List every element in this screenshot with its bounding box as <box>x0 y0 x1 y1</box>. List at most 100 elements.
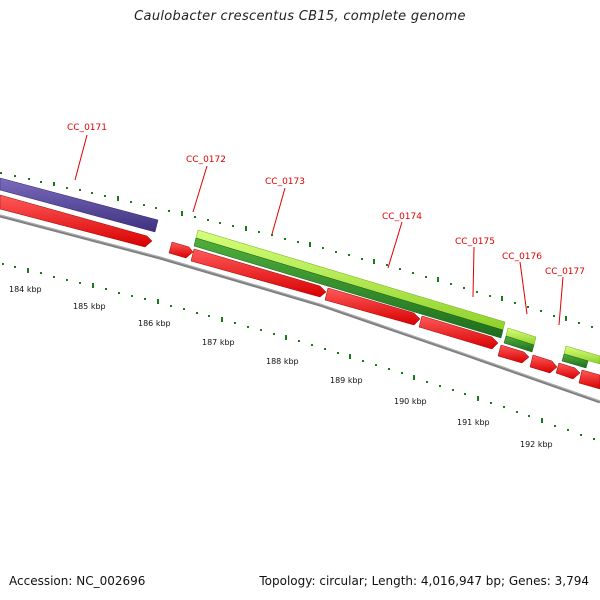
tick-mark <box>412 272 414 274</box>
tick-mark <box>260 329 262 331</box>
cds-feature-cc0174[interactable] <box>324 287 421 326</box>
tick-mark <box>593 438 595 440</box>
gene-feature-cc0177-light[interactable] <box>563 345 600 365</box>
tick-mark <box>144 298 146 300</box>
tick-mark <box>580 434 582 436</box>
tick-mark <box>297 241 299 243</box>
tick-mark-major <box>541 418 543 423</box>
gene-labels: CC_0171 CC_0172 CC_0173 CC_0174 CC_0175 … <box>67 123 585 277</box>
tick-mark-major <box>373 259 375 264</box>
tick-mark <box>464 393 466 395</box>
tick-mark-major <box>309 242 311 247</box>
gene-feature-cc0171[interactable] <box>0 177 159 233</box>
genome-stats-text: Topology: circular; Length: 4,016,947 bp… <box>259 574 589 588</box>
tick-mark <box>0 172 2 174</box>
leader-line <box>472 246 475 298</box>
tick-mark-major <box>53 182 55 186</box>
tick-mark <box>362 360 364 362</box>
tick-mark <box>40 272 42 274</box>
leader-line <box>192 165 208 213</box>
tick-mark <box>28 178 30 180</box>
tick-mark <box>450 283 452 285</box>
tick-mark <box>130 201 132 203</box>
tick-mark <box>348 254 350 256</box>
gene-label-cc0174[interactable]: CC_0174 <box>382 212 422 222</box>
genome-backbone-highlight <box>0 214 600 402</box>
gene-label-cc0176[interactable]: CC_0176 <box>502 252 542 262</box>
tick-mark <box>516 411 518 413</box>
kbp-label: 187 kbp <box>202 338 235 347</box>
gene-label-cc0177[interactable]: CC_0177 <box>545 267 585 277</box>
tick-mark <box>79 189 81 191</box>
tick-mark <box>2 263 4 265</box>
tick-mark <box>388 368 390 370</box>
gene-feature-cc0177-dark[interactable] <box>561 353 589 369</box>
tick-mark <box>105 288 107 290</box>
tick-mark <box>14 175 16 177</box>
kbp-label: 184 kbp <box>9 285 42 294</box>
cds-feature-cc0177b[interactable] <box>555 362 581 380</box>
tick-mark <box>361 258 363 260</box>
cds-feature-cc0176[interactable] <box>497 344 530 364</box>
tick-mark <box>591 326 593 328</box>
tick-mark <box>155 207 157 209</box>
tick-mark <box>170 305 172 307</box>
gene-feature-cc0173-0175-dark[interactable] <box>193 237 504 339</box>
tick-mark <box>554 425 556 427</box>
tick-mark-major <box>501 296 503 301</box>
kbp-label: 191 kbp <box>457 418 490 427</box>
gene-label-cc0172[interactable]: CC_0172 <box>186 155 226 165</box>
gene-label-cc0175[interactable]: CC_0175 <box>455 237 495 247</box>
tick-mark <box>196 312 198 314</box>
tick-mark <box>53 276 55 278</box>
tick-mark <box>514 302 516 304</box>
tick-mark <box>476 291 478 293</box>
gene-feature-cc0176-dark[interactable] <box>503 335 535 353</box>
gene-track-green <box>193 229 600 369</box>
leader-line <box>74 134 88 181</box>
tick-mark-major <box>565 316 567 321</box>
tick-mark <box>234 322 236 324</box>
tick-mark-major <box>181 211 183 216</box>
gene-label-cc0173[interactable]: CC_0173 <box>265 177 305 187</box>
tick-mark-major <box>117 196 119 201</box>
gene-label-cc0171[interactable]: CC_0171 <box>67 123 107 133</box>
tick-mark <box>66 279 68 281</box>
tick-mark <box>553 315 555 317</box>
tick-mark-major <box>477 396 479 401</box>
tick-mark-major <box>285 335 287 340</box>
leader-line <box>271 187 286 235</box>
tick-mark <box>337 352 339 354</box>
cds-feature-cc0178[interactable] <box>578 369 600 390</box>
tick-mark <box>425 276 427 278</box>
cds-feature-cc0177a[interactable] <box>529 354 558 374</box>
tick-mark <box>247 326 249 328</box>
tick-mark-major <box>221 317 223 322</box>
cds-feature-cc0175[interactable] <box>418 315 499 350</box>
tick-mark <box>273 333 275 335</box>
tick-mark <box>527 306 529 308</box>
tick-mark-major <box>245 226 247 231</box>
cds-feature-cc0171[interactable] <box>0 194 153 248</box>
cds-feature-cc0173[interactable] <box>190 248 327 298</box>
tick-mark <box>66 187 68 189</box>
tick-mark <box>540 310 542 312</box>
tick-mark <box>463 287 465 289</box>
tick-mark <box>284 238 286 240</box>
tick-mark-major <box>157 299 159 304</box>
tick-mark <box>490 402 492 404</box>
leader-line <box>558 276 564 326</box>
tick-mark <box>452 389 454 391</box>
tick-mark <box>258 231 260 233</box>
cds-feature-cc0172[interactable] <box>168 241 194 259</box>
tick-mark-major <box>349 354 351 359</box>
tick-mark <box>322 247 324 249</box>
tick-mark <box>399 268 401 270</box>
tick-mark-major <box>437 277 439 282</box>
kbp-label: 185 kbp <box>73 302 106 311</box>
kbp-label: 188 kbp <box>266 357 299 366</box>
tick-mark <box>232 225 234 227</box>
label-leaders <box>74 134 564 326</box>
tick-mark-major <box>27 268 29 273</box>
